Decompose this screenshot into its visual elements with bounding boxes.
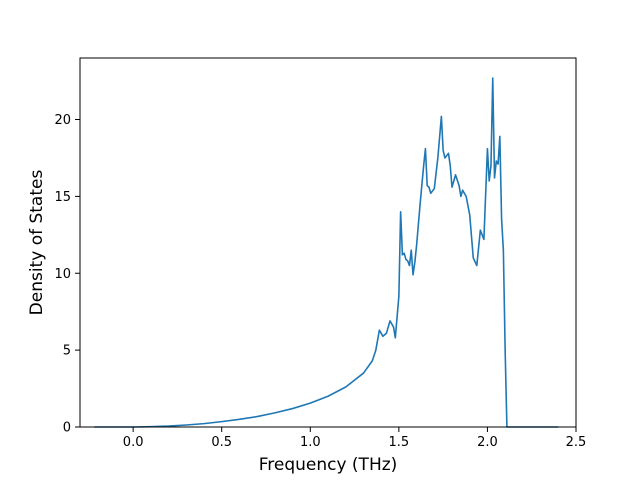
x-axis-label: Frequency (THz)	[259, 455, 398, 475]
x-tick-label: 0.5	[211, 435, 232, 450]
dos-series-line	[94, 77, 559, 428]
y-axis: 0 5 10 15 20	[54, 113, 80, 436]
x-tick-label: 1.0	[300, 435, 321, 450]
y-tick-label: 5	[63, 344, 71, 359]
series-layer	[94, 77, 559, 428]
plot-frame	[79, 57, 577, 428]
x-tick-label: 2.5	[566, 435, 587, 450]
x-tick-label: 1.5	[389, 435, 410, 450]
y-tick-label: 0	[63, 421, 71, 436]
x-tick-label: 0.0	[123, 435, 144, 450]
x-tick-label: 2.0	[477, 435, 498, 450]
y-tick-label: 10	[54, 267, 71, 282]
y-axis-label: Density of States	[27, 170, 47, 316]
y-tick-label: 15	[54, 190, 71, 205]
x-axis: 0.0 0.5 1.0 1.5 2.0 2.5	[123, 427, 587, 450]
y-tick-label: 20	[54, 113, 71, 128]
